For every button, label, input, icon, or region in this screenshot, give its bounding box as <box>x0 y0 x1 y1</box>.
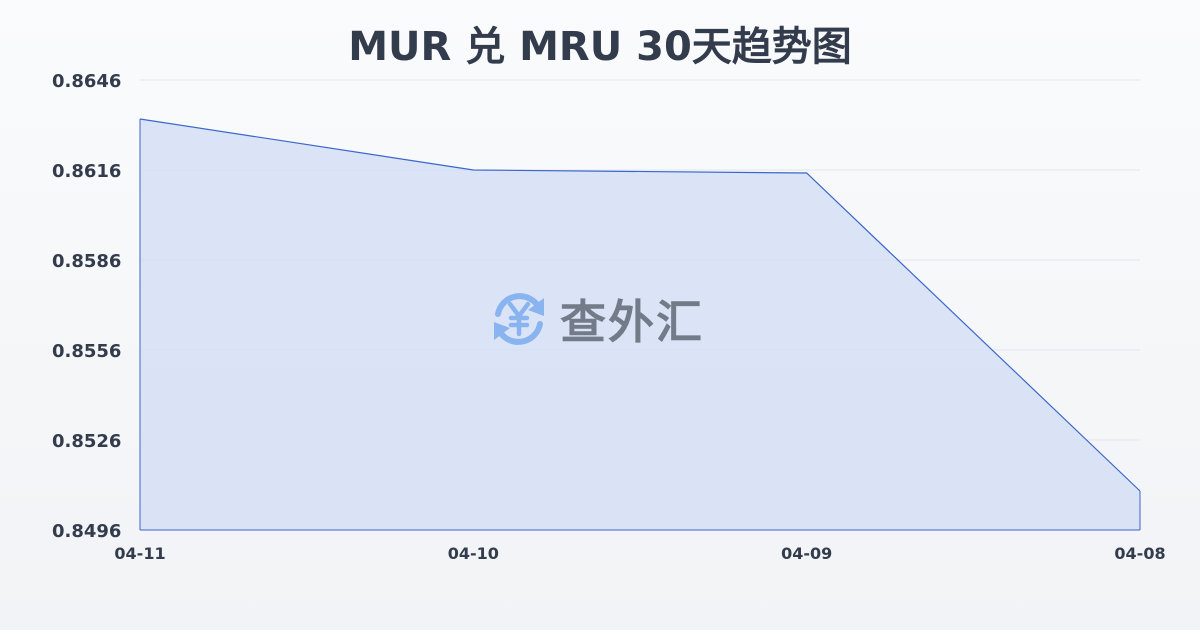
chart-title: MUR 兑 MRU 30天趋势图 <box>348 24 852 70</box>
area-fill <box>140 119 1140 530</box>
series-line <box>139 118 1141 492</box>
y-tick-label: 0.8556 <box>52 341 121 362</box>
x-tick-label: 04-09 <box>781 544 832 563</box>
watermark: 查外汇 <box>488 286 704 352</box>
y-tick-label: 0.8526 <box>52 431 121 452</box>
y-tick-label: 0.8496 <box>52 521 121 542</box>
yen-exchange-icon <box>494 293 544 345</box>
y-tick-label: 0.8586 <box>52 251 121 272</box>
x-tick-label: 04-10 <box>448 544 499 563</box>
x-tick-label: 04-11 <box>114 544 165 563</box>
x-tick-label: 04-08 <box>1114 544 1165 563</box>
y-tick-label: 0.8646 <box>52 71 121 92</box>
y-tick-label: 0.8616 <box>52 161 121 182</box>
watermark-text: 查外汇 <box>560 295 704 349</box>
